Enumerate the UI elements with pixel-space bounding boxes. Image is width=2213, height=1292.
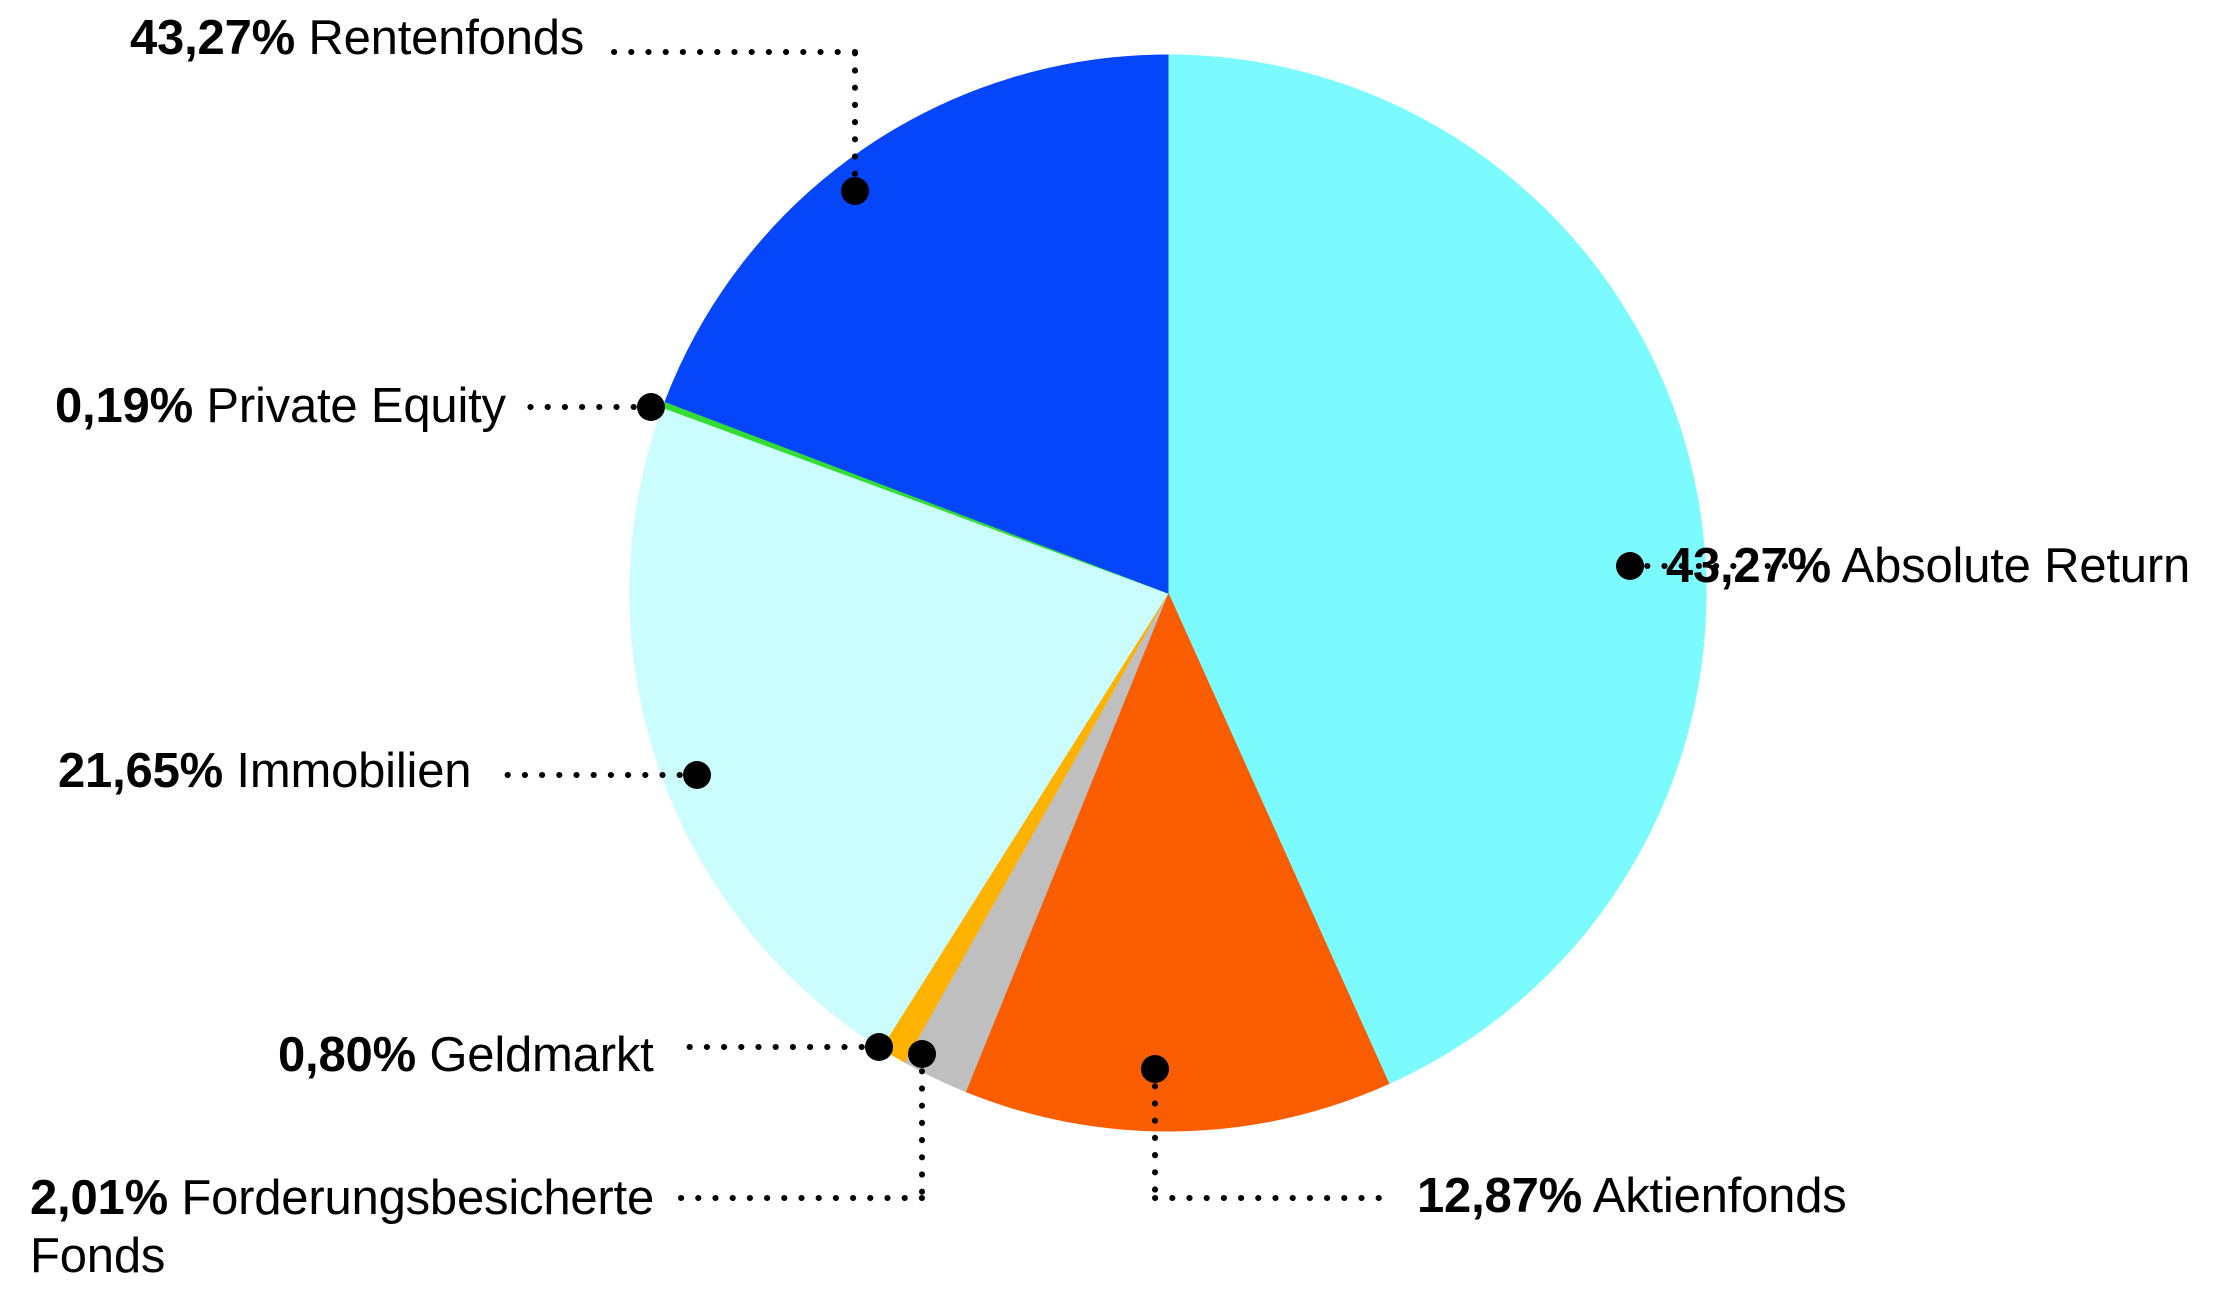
label-private-equity-percent: 0,19% [55,379,193,433]
label-private-equity: 0,19% Private Equity [55,378,506,436]
label-absolute-return: 43,27% Absolute Return [1540,538,2190,596]
label-immobilien: 21,65% Immobilien [58,743,472,801]
pie-slice-group [629,54,1707,1132]
label-forderungsbesicherte-fonds: 2,01% Forderungsbesicherte Fonds [30,1170,670,1286]
pie-slice[interactable] [629,406,1169,1049]
label-immobilien-name: Immobilien [236,744,472,798]
label-absolute-return-name: Absolute Return [1841,539,2191,593]
label-geldmarkt: 0,80% Geldmarkt [278,1027,654,1085]
pie-slice[interactable] [664,54,1169,594]
leader-rentenfonds-dot [841,177,869,205]
label-forderungsbesicherte-fonds-percent: 2,01% [30,1171,168,1225]
leader-forderungsbesicherte-fonds-dot [908,1040,936,1068]
label-aktienfonds-percent: 12,87% [1417,1169,1582,1223]
leader-private-equity-dot [637,393,665,421]
leader-immobilien-dot [683,761,711,789]
label-rentenfonds-percent: 43,27% [130,11,295,65]
label-geldmarkt-name: Geldmarkt [429,1028,654,1082]
pie-slice[interactable] [964,591,1390,1132]
label-aktienfonds-name: Aktienfonds [1592,1169,1847,1223]
label-forderungsbesicherte-fonds-name: Forderungsbesicherte Fonds [30,1171,655,1283]
label-aktienfonds: 12,87% Aktienfonds [1417,1168,1847,1226]
pie-slice[interactable] [1167,54,1707,1085]
label-immobilien-percent: 21,65% [58,744,223,798]
leader-absolute-return-dot [1616,552,1644,580]
label-absolute-return-percent: 43,27% [1665,539,1831,593]
label-private-equity-name: Private Equity [206,379,506,433]
label-geldmarkt-percent: 0,80% [278,1028,416,1082]
label-rentenfonds-name: Rentenfonds [308,11,585,65]
leader-aktienfonds-dot [1141,1055,1169,1083]
leader-line-group [497,49,1811,1201]
label-rentenfonds: 43,27% Rentenfonds [130,10,584,68]
leader-geldmarkt-dot [865,1033,893,1061]
leader-dot-group [637,177,1644,1083]
